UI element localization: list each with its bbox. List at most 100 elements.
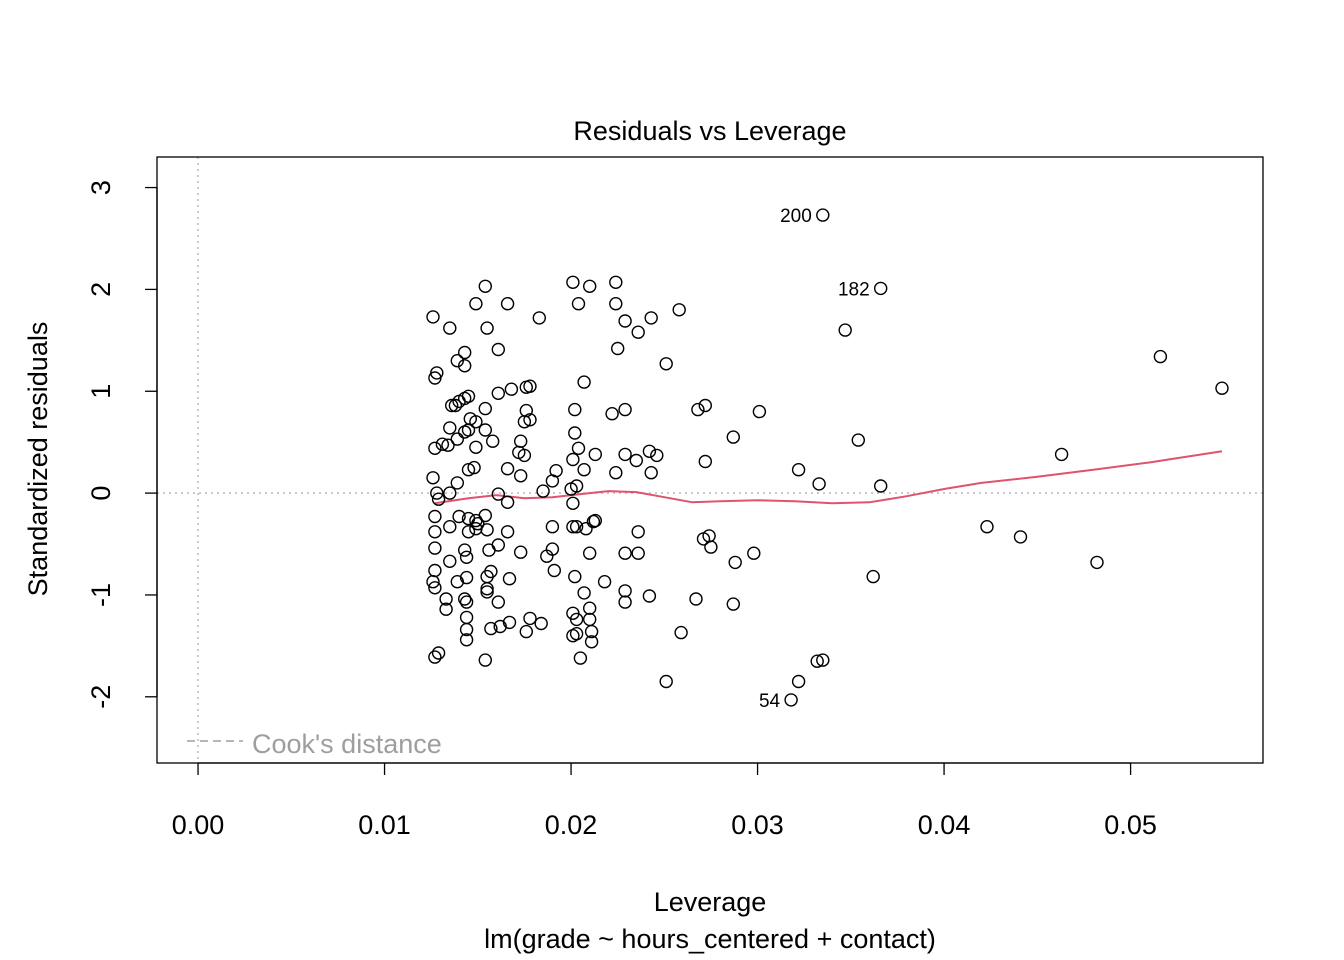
x-axis-label: Leverage — [654, 887, 767, 917]
data-point — [568, 426, 582, 440]
data-point — [642, 589, 657, 603]
data-point — [571, 441, 586, 455]
data-point — [631, 546, 645, 560]
data-point — [584, 635, 599, 649]
y-tick-label: -1 — [86, 583, 116, 607]
data-point — [491, 538, 505, 552]
data-point — [452, 509, 466, 524]
data-point — [609, 466, 623, 480]
chart-title: Residuals vs Leverage — [573, 116, 846, 146]
data-point — [443, 486, 457, 500]
data-point — [536, 484, 550, 498]
data-point — [874, 479, 888, 493]
data-point — [459, 550, 474, 564]
data-point — [547, 563, 561, 578]
data-point — [443, 421, 457, 435]
data-point — [431, 492, 446, 506]
data-point — [631, 325, 645, 339]
data-point — [458, 359, 472, 373]
data-point — [642, 444, 657, 458]
data-point — [458, 543, 472, 557]
data-point — [467, 460, 481, 475]
data-point — [704, 540, 718, 554]
data-point — [631, 525, 645, 539]
y-tick-label: 3 — [86, 180, 116, 195]
data-point — [478, 653, 492, 667]
data-point — [469, 522, 483, 536]
data-point — [577, 375, 591, 389]
data-point — [491, 342, 505, 357]
x-axis-subtitle: lm(grade ~ hours_centered + contact) — [484, 924, 936, 954]
data-point — [431, 646, 446, 660]
data-point — [459, 570, 474, 585]
data-point — [583, 601, 597, 615]
data-point — [784, 693, 798, 707]
data-point — [1054, 447, 1069, 462]
data-point — [698, 454, 712, 469]
data-point — [461, 525, 476, 539]
data-point — [448, 398, 463, 413]
data-point — [816, 208, 830, 222]
y-axis-label: Standardized residuals — [23, 322, 53, 597]
data-point — [430, 366, 444, 380]
data-point — [428, 563, 442, 578]
x-tick-label: 0.01 — [358, 810, 411, 840]
data-point — [568, 569, 582, 584]
data-point — [445, 398, 459, 413]
data-point — [517, 448, 532, 463]
data-point — [500, 462, 515, 476]
data-point — [443, 520, 457, 534]
data-point — [459, 610, 474, 625]
data-point — [428, 525, 442, 539]
data-point — [791, 463, 806, 477]
data-point — [534, 616, 548, 631]
data-point — [532, 311, 546, 325]
data-point — [540, 549, 554, 563]
data-point — [459, 595, 474, 609]
data-point — [566, 496, 580, 510]
x-tick-label: 0.04 — [918, 810, 971, 840]
data-point — [747, 546, 761, 560]
data-point — [583, 612, 597, 627]
data-point — [816, 653, 830, 667]
data-point — [629, 453, 643, 468]
data-point — [428, 581, 442, 595]
points-layer — [426, 208, 1229, 707]
data-point — [618, 314, 632, 328]
data-point — [583, 546, 597, 560]
data-point — [644, 311, 658, 325]
data-point — [726, 597, 740, 611]
data-point — [609, 275, 623, 289]
data-point — [1153, 349, 1168, 364]
data-point — [426, 575, 440, 589]
data-point — [523, 413, 537, 427]
data-point — [439, 602, 453, 616]
data-point — [609, 297, 623, 311]
y-tick-label: 0 — [86, 486, 116, 501]
data-point — [450, 432, 464, 446]
data-point — [566, 452, 580, 467]
data-point — [461, 423, 476, 437]
data-point — [566, 275, 580, 289]
legend: Cook's distance — [187, 729, 442, 759]
data-point — [618, 584, 632, 598]
data-point — [838, 323, 852, 337]
data-point — [484, 621, 498, 636]
data-point — [450, 476, 464, 490]
data-point — [491, 595, 505, 609]
data-point — [810, 654, 824, 668]
data-point — [618, 447, 632, 462]
data-point — [480, 321, 494, 335]
data-point — [482, 543, 496, 557]
data-point — [478, 401, 492, 416]
data-point — [502, 615, 517, 630]
data-point — [1215, 381, 1229, 395]
data-point — [874, 281, 888, 296]
data-point — [618, 546, 632, 560]
x-tick-label: 0.05 — [1104, 810, 1157, 840]
data-point — [752, 404, 767, 419]
data-point — [791, 674, 806, 689]
data-point — [469, 415, 483, 429]
data-point — [461, 463, 476, 477]
